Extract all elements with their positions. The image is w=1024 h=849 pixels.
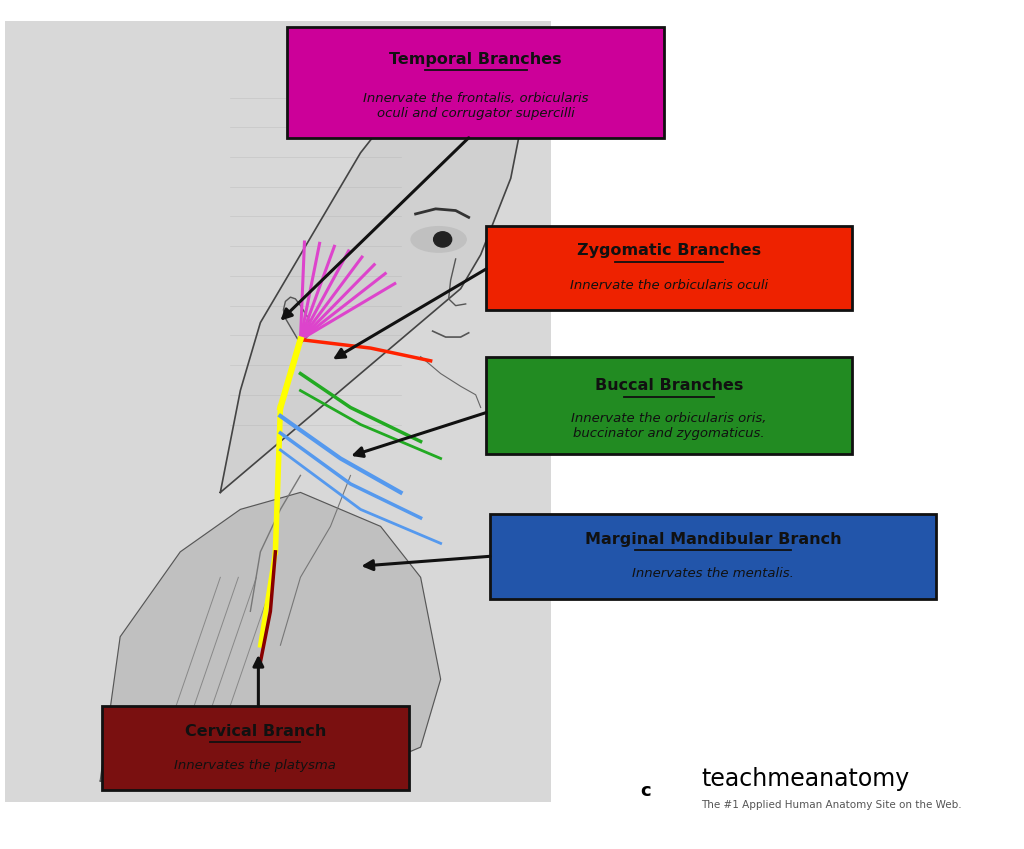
- Text: Zygomatic Branches: Zygomatic Branches: [577, 243, 761, 258]
- Ellipse shape: [433, 232, 452, 247]
- FancyBboxPatch shape: [485, 357, 852, 454]
- Text: Cervical Branch: Cervical Branch: [184, 723, 326, 739]
- Polygon shape: [100, 492, 440, 781]
- FancyBboxPatch shape: [485, 226, 852, 310]
- Text: Innervates the mentalis.: Innervates the mentalis.: [632, 567, 794, 581]
- FancyBboxPatch shape: [288, 27, 664, 138]
- Text: Buccal Branches: Buccal Branches: [595, 378, 743, 393]
- FancyBboxPatch shape: [489, 514, 936, 599]
- Text: Innervate the frontalis, orbicularis
oculi and corrugator supercilli: Innervate the frontalis, orbicularis ocu…: [362, 93, 589, 120]
- Text: Innervate the orbicularis oris,
buccinator and zygomaticus.: Innervate the orbicularis oris, buccinat…: [571, 412, 767, 440]
- Text: Innervate the orbicularis oculi: Innervate the orbicularis oculi: [570, 278, 768, 292]
- Polygon shape: [284, 297, 310, 344]
- FancyBboxPatch shape: [5, 21, 551, 802]
- Polygon shape: [220, 55, 521, 492]
- FancyBboxPatch shape: [102, 706, 409, 790]
- Text: c: c: [641, 782, 651, 801]
- Text: Innervates the platysma: Innervates the platysma: [174, 759, 336, 773]
- Ellipse shape: [411, 227, 466, 252]
- Text: Temporal Branches: Temporal Branches: [389, 52, 562, 67]
- Text: Marginal Mandibular Branch: Marginal Mandibular Branch: [585, 531, 842, 547]
- Text: The #1 Applied Human Anatomy Site on the Web.: The #1 Applied Human Anatomy Site on the…: [701, 800, 962, 810]
- Text: teachmeanatomy: teachmeanatomy: [701, 767, 909, 791]
